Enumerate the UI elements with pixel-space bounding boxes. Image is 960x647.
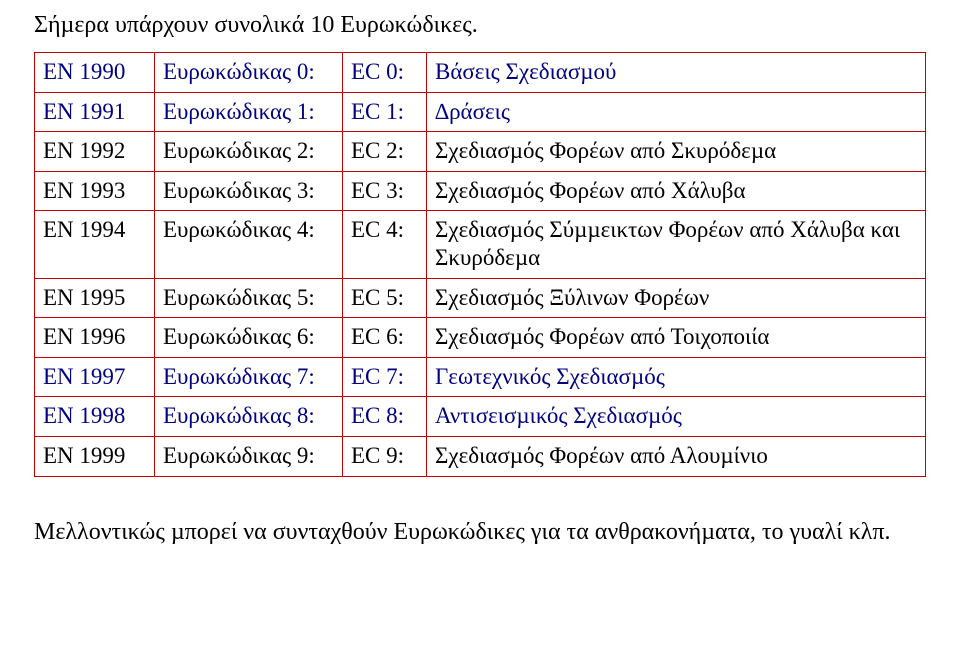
table-cell: Σχεδιασµός Φορέων από Χάλυβα — [427, 171, 926, 211]
table-cell: Σχεδιασµός Σύµµεικτων Φορέων από Χάλυβα … — [427, 211, 926, 278]
page-root: Σήµερα υπάρχουν συνολικά 10 Ευρωκώδικες.… — [0, 0, 960, 547]
table-row: EN 1997Ευρωκώδικας 7:EC 7:Γεωτεχνικός Σχ… — [35, 357, 926, 397]
table-cell: Ευρωκώδικας 3: — [155, 171, 343, 211]
footer-text: Μελλοντικώς µπορεί να συνταχθούν Ευρωκώδ… — [34, 517, 926, 547]
table-cell: EN 1993 — [35, 171, 155, 211]
table-cell: Ευρωκώδικας 6: — [155, 318, 343, 358]
table-cell: EC 2: — [343, 132, 427, 172]
eurocodes-table: EN 1990Ευρωκώδικας 0:EC 0:Βάσεις Σχεδιασ… — [34, 52, 926, 477]
table-cell: Ευρωκώδικας 0: — [155, 53, 343, 93]
table-cell: EC 7: — [343, 357, 427, 397]
table-row: EN 1994Ευρωκώδικας 4:EC 4:Σχεδιασµός Σύµ… — [35, 211, 926, 278]
table-cell: EN 1996 — [35, 318, 155, 358]
table-cell: EC 1: — [343, 92, 427, 132]
table-cell: Ευρωκώδικας 9: — [155, 436, 343, 476]
table-cell: Αντισεισµικός Σχεδιασµός — [427, 397, 926, 437]
table-cell: EC 9: — [343, 436, 427, 476]
table-row: EN 1999Ευρωκώδικας 9:EC 9:Σχεδιασµός Φορ… — [35, 436, 926, 476]
table-cell: EN 1999 — [35, 436, 155, 476]
table-cell: Ευρωκώδικας 4: — [155, 211, 343, 278]
table-row: EN 1990Ευρωκώδικας 0:EC 0:Βάσεις Σχεδιασ… — [35, 53, 926, 93]
table-cell: Ευρωκώδικας 2: — [155, 132, 343, 172]
table-cell: EC 0: — [343, 53, 427, 93]
table-cell: Ευρωκώδικας 1: — [155, 92, 343, 132]
table-cell: EC 6: — [343, 318, 427, 358]
table-cell: Σχεδιασµός Φορέων από Αλουµίνιο — [427, 436, 926, 476]
table-row: EN 1998Ευρωκώδικας 8:EC 8:Αντισεισµικός … — [35, 397, 926, 437]
table-row: EN 1995Ευρωκώδικας 5:EC 5:Σχεδιασµός Ξύλ… — [35, 278, 926, 318]
table-cell: EN 1991 — [35, 92, 155, 132]
table-cell: Βάσεις Σχεδιασµού — [427, 53, 926, 93]
table-cell: Ευρωκώδικας 5: — [155, 278, 343, 318]
table-cell: Ευρωκώδικας 8: — [155, 397, 343, 437]
table-cell: EC 8: — [343, 397, 427, 437]
table-cell: EN 1992 — [35, 132, 155, 172]
table-row: EN 1993Ευρωκώδικας 3:EC 3:Σχεδιασµός Φορ… — [35, 171, 926, 211]
table-cell: Γεωτεχνικός Σχεδιασµός — [427, 357, 926, 397]
table-cell: EC 5: — [343, 278, 427, 318]
table-cell: EN 1995 — [35, 278, 155, 318]
table-cell: EN 1998 — [35, 397, 155, 437]
table-cell: Σχεδιασµός Φορέων από Τοιχοποιία — [427, 318, 926, 358]
table-cell: EC 3: — [343, 171, 427, 211]
table-row: EN 1996Ευρωκώδικας 6:EC 6:Σχεδιασµός Φορ… — [35, 318, 926, 358]
table-row: EN 1992Ευρωκώδικας 2:EC 2:Σχεδιασµός Φορ… — [35, 132, 926, 172]
table-cell: Ευρωκώδικας 7: — [155, 357, 343, 397]
table-cell: EC 4: — [343, 211, 427, 278]
table-cell: Σχεδιασµός Ξύλινων Φορέων — [427, 278, 926, 318]
intro-text: Σήµερα υπάρχουν συνολικά 10 Ευρωκώδικες. — [34, 10, 926, 40]
table-cell: EN 1994 — [35, 211, 155, 278]
table-cell: ∆ράσεις — [427, 92, 926, 132]
table-cell: Σχεδιασµός Φορέων από Σκυρόδεµα — [427, 132, 926, 172]
table-row: EN 1991Ευρωκώδικας 1:EC 1:∆ράσεις — [35, 92, 926, 132]
table-cell: EN 1990 — [35, 53, 155, 93]
table-cell: EN 1997 — [35, 357, 155, 397]
